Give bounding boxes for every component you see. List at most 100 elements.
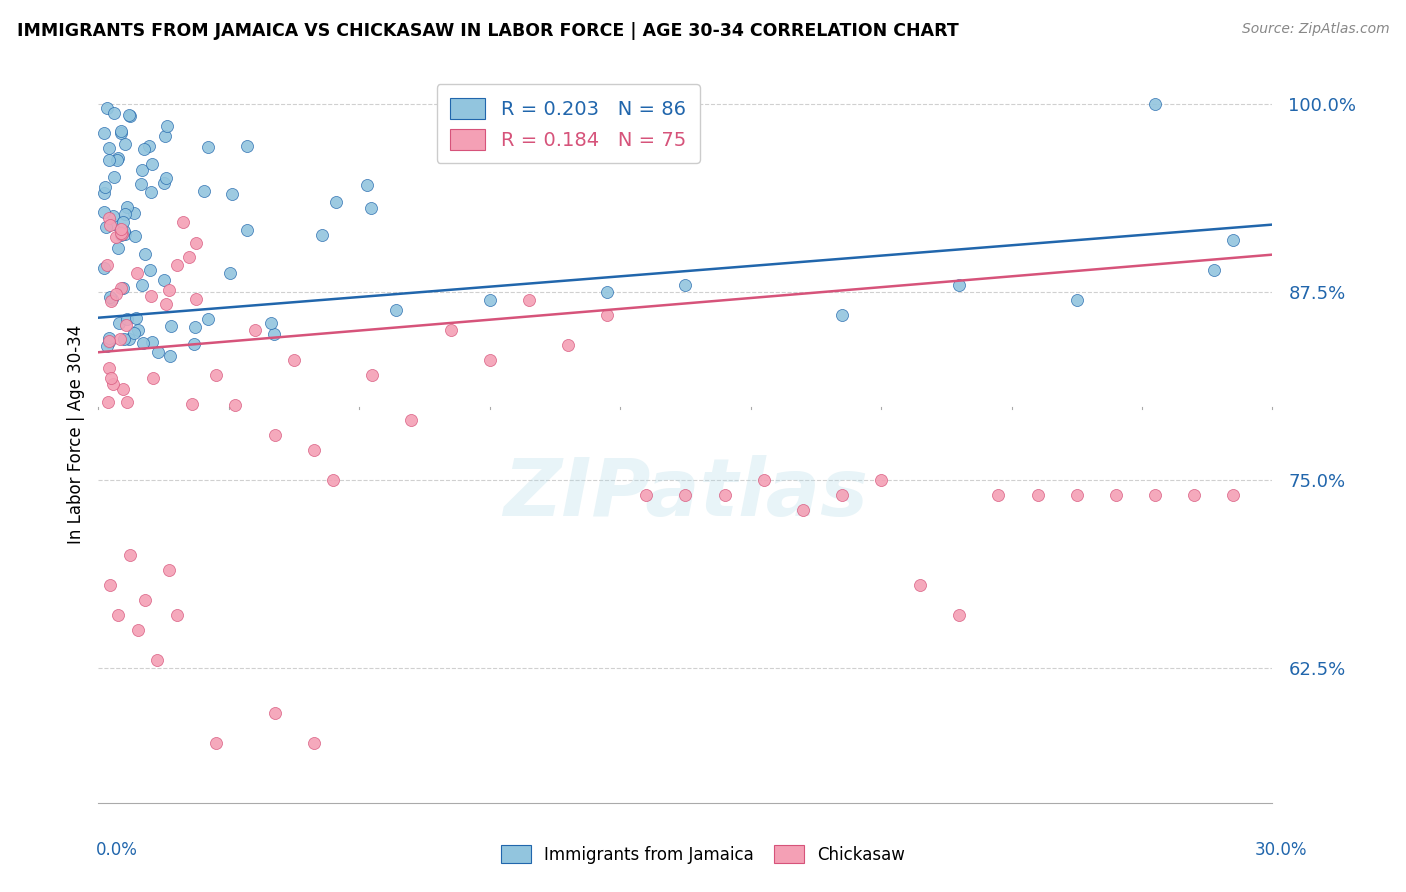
Point (132, 336, 155, 351)
Text: ZIPatlas: ZIPatlas (503, 455, 868, 533)
Point (713, 488, 735, 502)
Point (93, 261, 115, 276)
Text: 30.0%: 30.0% (1256, 841, 1308, 859)
Point (302, 442, 325, 457)
Point (118, 107, 141, 121)
Point (110, 332, 132, 346)
Point (117, 332, 139, 346)
Point (401, 413, 423, 427)
Point (115, 318, 138, 332)
Point (157, 283, 180, 297)
Point (1105, 488, 1128, 502)
Point (127, 266, 149, 280)
Point (141, 335, 163, 350)
Point (152, 273, 174, 287)
Point (134, 247, 156, 261)
Point (1144, 488, 1167, 502)
Point (118, 109, 141, 123)
Point (221, 187, 243, 202)
Point (224, 398, 246, 412)
Point (197, 140, 219, 154)
Point (166, 608, 188, 623)
Point (1144, 97, 1167, 112)
Point (110, 228, 132, 243)
Legend: Immigrants from Jamaica, Chickasaw: Immigrants from Jamaica, Chickasaw (494, 838, 912, 871)
Point (139, 289, 162, 303)
Point (197, 312, 219, 326)
Point (98, 360, 121, 375)
Point (361, 368, 384, 382)
Point (98, 335, 121, 350)
Point (101, 293, 124, 307)
Point (219, 266, 242, 280)
Point (205, 368, 228, 382)
Point (263, 327, 285, 342)
Point (97, 153, 120, 167)
Point (792, 503, 814, 517)
Point (110, 222, 132, 236)
Point (100, 294, 122, 309)
Point (752, 473, 775, 487)
Point (134, 593, 156, 607)
Point (111, 280, 134, 294)
Point (131, 162, 153, 177)
Point (112, 224, 135, 238)
Point (114, 227, 136, 241)
Point (124, 228, 146, 243)
Point (107, 152, 129, 166)
Point (132, 143, 155, 157)
Point (93, 126, 115, 140)
Point (97, 395, 120, 409)
Point (236, 138, 259, 153)
Point (110, 280, 132, 294)
Point (596, 285, 619, 300)
Point (98, 331, 121, 345)
Point (124, 326, 146, 340)
Point (104, 230, 127, 244)
Point (97, 211, 120, 226)
Point (105, 153, 128, 167)
Y-axis label: In Labor Force | Age 30-34: In Labor Force | Age 30-34 (66, 326, 84, 544)
Point (127, 623, 149, 637)
Point (111, 215, 134, 229)
Point (186, 235, 208, 250)
Point (311, 227, 333, 242)
Point (302, 736, 325, 750)
Point (146, 653, 169, 667)
Point (439, 323, 461, 337)
Point (108, 316, 131, 330)
Point (1066, 293, 1088, 307)
Point (156, 119, 179, 133)
Point (110, 227, 132, 241)
Point (596, 308, 619, 322)
Point (159, 318, 181, 333)
Point (205, 736, 228, 750)
Point (179, 250, 201, 264)
Point (98, 140, 121, 154)
Text: 0.0%: 0.0% (96, 841, 138, 859)
Point (557, 337, 579, 351)
Point (831, 308, 853, 322)
Point (127, 322, 149, 336)
Point (138, 138, 160, 153)
Point (948, 277, 970, 292)
Point (325, 195, 347, 210)
Point (96, 339, 118, 353)
Point (356, 178, 378, 192)
Point (111, 227, 134, 241)
Point (910, 578, 932, 592)
Text: Source: ZipAtlas.com: Source: ZipAtlas.com (1241, 22, 1389, 37)
Point (1026, 488, 1049, 502)
Point (141, 156, 163, 170)
Point (987, 488, 1010, 502)
Point (114, 207, 136, 221)
Point (131, 278, 153, 293)
Point (110, 123, 132, 137)
Point (183, 337, 205, 351)
Point (98, 290, 121, 304)
Point (98, 218, 121, 232)
Point (1222, 488, 1244, 502)
Point (115, 312, 138, 326)
Point (478, 293, 501, 307)
Point (186, 293, 208, 307)
